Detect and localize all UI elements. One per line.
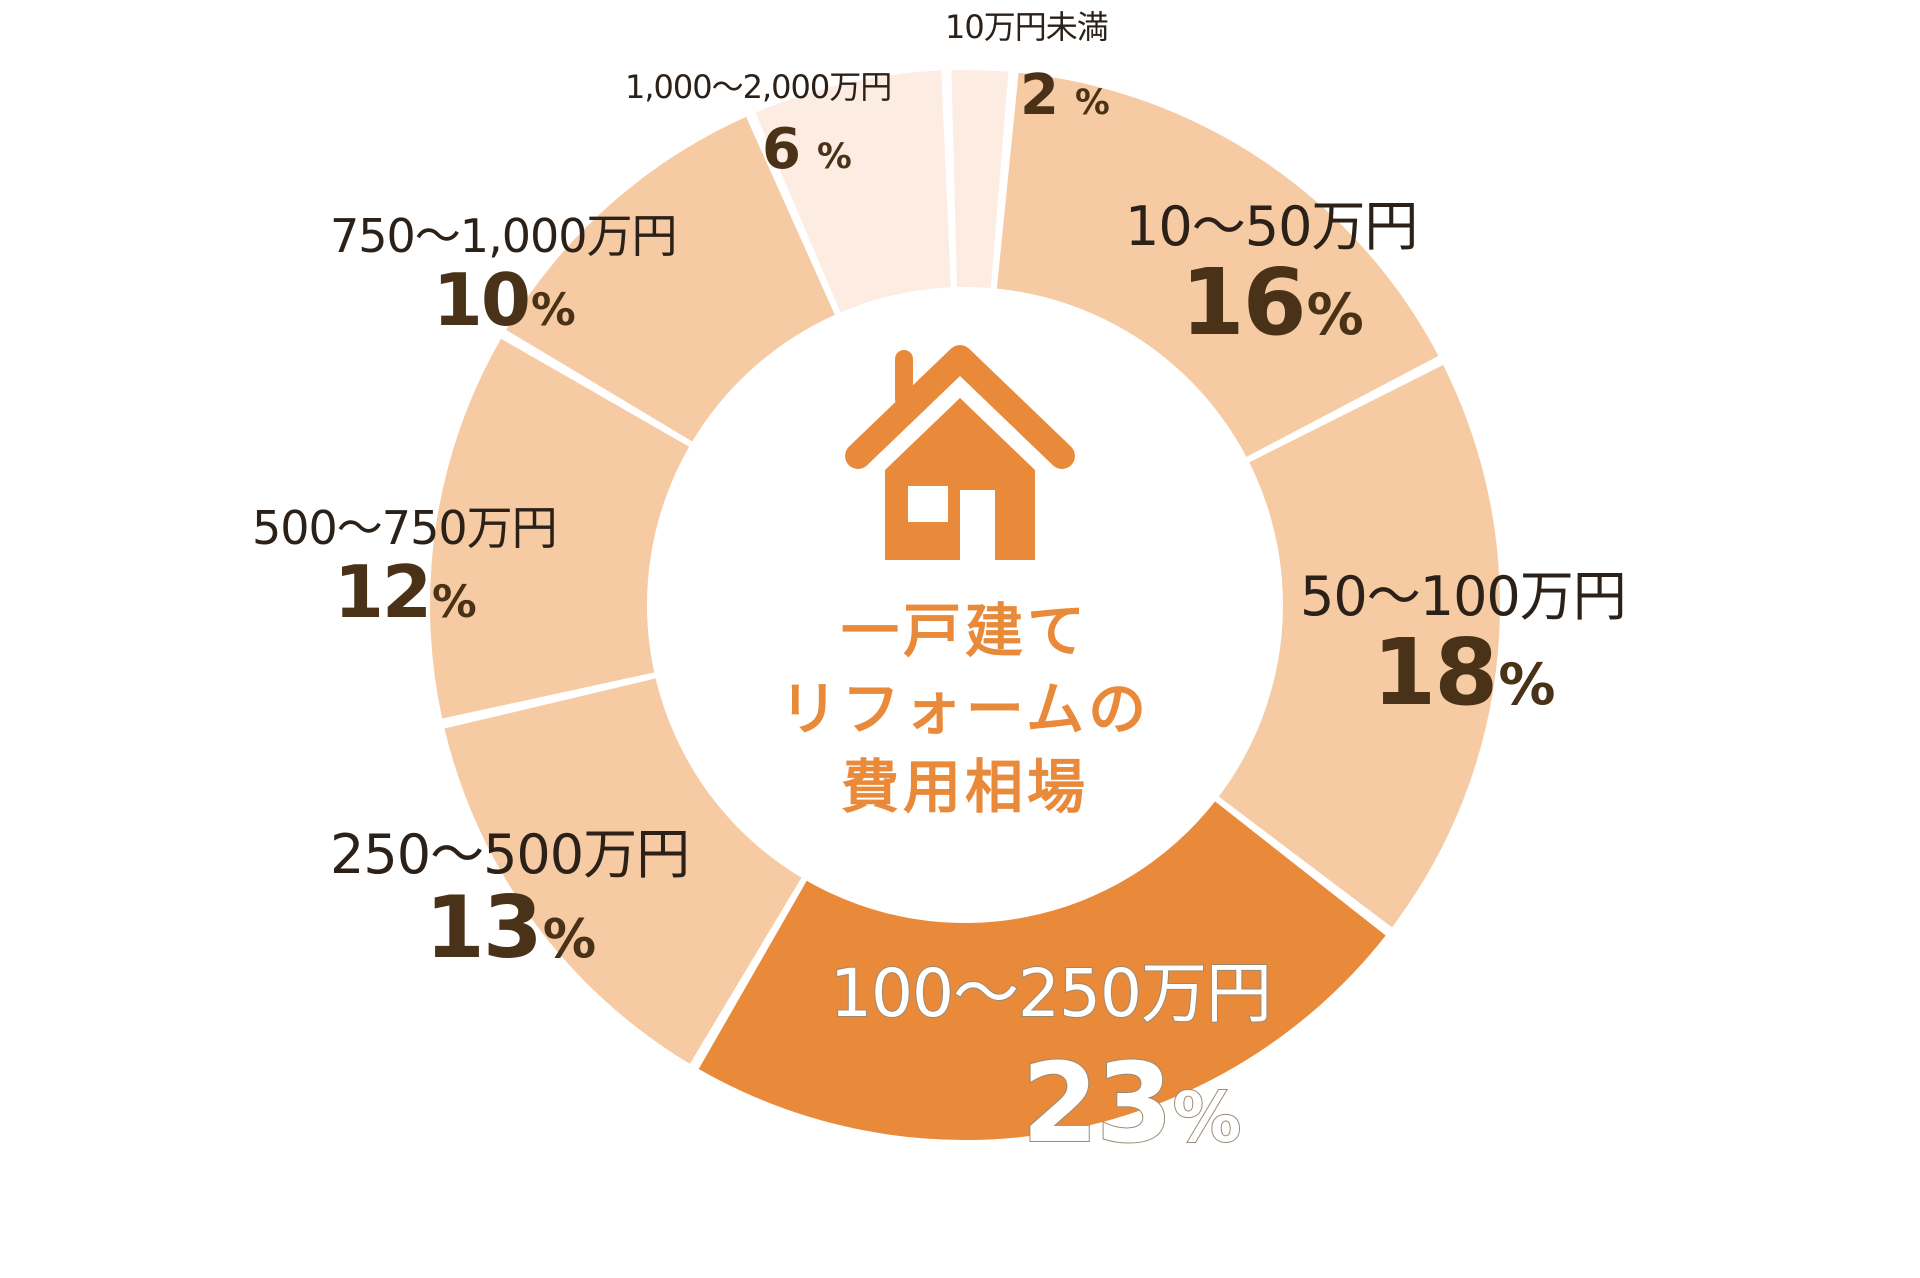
segment-range: 50〜100万円: [1300, 565, 1627, 628]
center-title: 一戸建て リフォームの 費用相場: [760, 592, 1170, 826]
segment-range: 10万円未満: [945, 8, 1109, 46]
segment-pct: 6%: [762, 117, 852, 182]
label-250-500: 250〜500万円 13%: [330, 810, 690, 978]
label-under-10: 10万円未満: [945, 2, 1109, 48]
label-750-1000: 750〜1,000万円 10%: [330, 200, 677, 336]
label-500-750: 500〜750万円 12%: [252, 492, 558, 634]
segment-range: 10〜50万円: [1125, 195, 1418, 258]
donut-segment: [444, 678, 802, 1064]
center-title-line3: 費用相場: [840, 753, 1089, 821]
segment-range: 100〜250万円: [829, 954, 1273, 1033]
segment-pct: 16%: [1180, 249, 1364, 356]
donut-segment: [430, 338, 690, 719]
label-50-100: 50〜100万円 18%: [1300, 552, 1627, 726]
donut-segment: [698, 801, 1386, 1141]
segment-pct: 2%: [1020, 63, 1110, 128]
donut-segment: [951, 70, 1009, 289]
donut-segments: [430, 70, 1500, 1141]
label-100-250: 100〜250万円 23%: [829, 940, 1273, 1167]
label-1000-2000-pct: 6%: [762, 117, 852, 182]
segment-range: 1,000〜2,000万円: [625, 68, 892, 106]
donut-segment: [1218, 365, 1500, 928]
house-icon: [845, 345, 1075, 560]
segment-pct: 23%: [1021, 1039, 1242, 1167]
donut-segment: [996, 72, 1439, 457]
segment-range: 750〜1,000万円: [330, 209, 677, 263]
donut-segment: [755, 70, 951, 313]
center-title-line1: 一戸建て: [840, 597, 1089, 665]
donut-segment: [506, 116, 835, 442]
segment-pct: 10%: [432, 258, 576, 342]
segment-pct: 18%: [1372, 619, 1555, 726]
label-10-50: 10〜50万円 16%: [1125, 182, 1418, 356]
segment-range: 500〜750万円: [252, 501, 558, 555]
label-1000-2000: 1,000〜2,000万円: [625, 62, 892, 108]
segment-pct: 13%: [425, 878, 596, 978]
segment-range: 250〜500万円: [330, 823, 690, 886]
segment-pct: 12%: [333, 550, 477, 634]
center-title-line2: リフォームの: [779, 675, 1151, 743]
label-under-10-pct: 2%: [1020, 63, 1110, 128]
